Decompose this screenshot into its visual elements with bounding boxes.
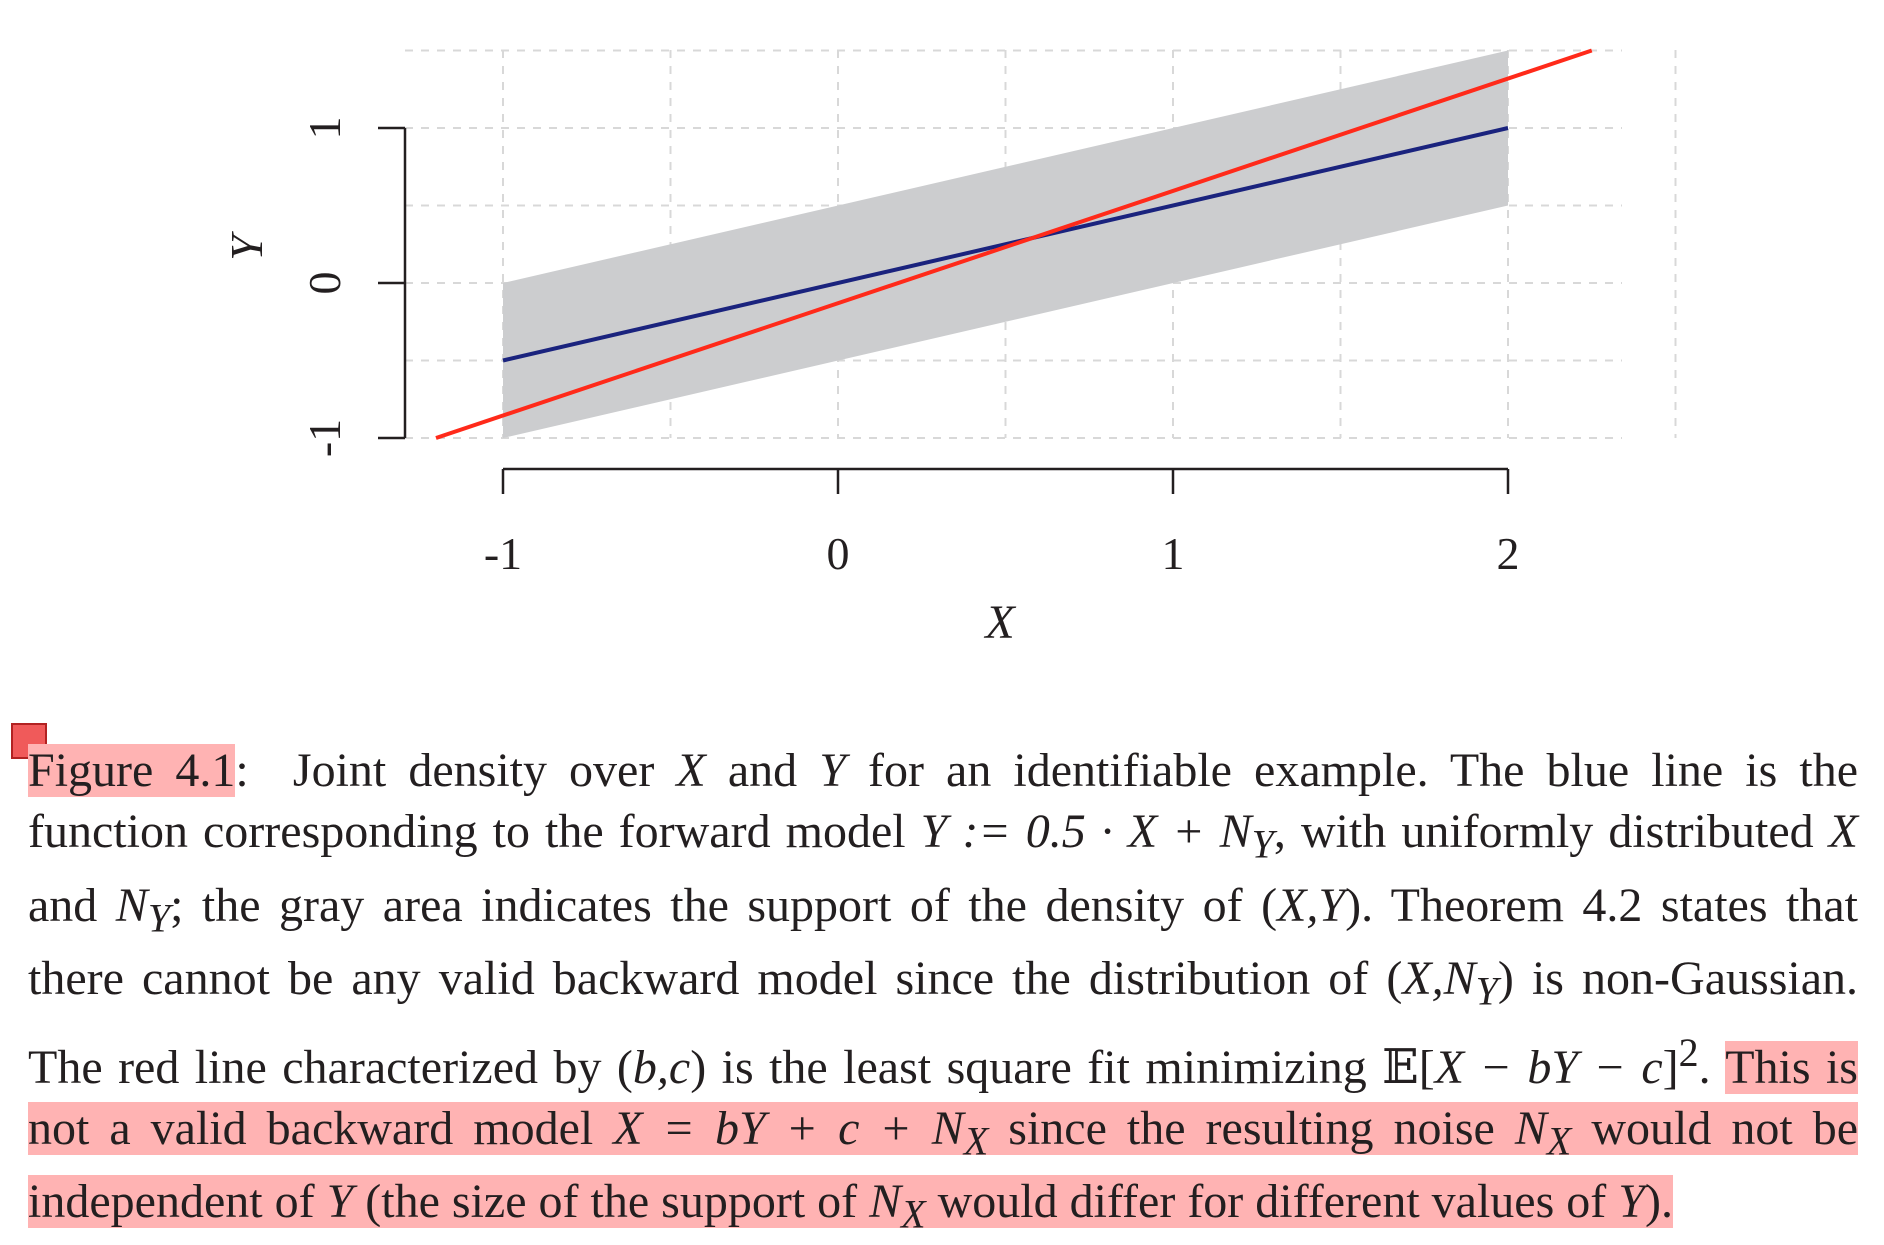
y-tick-label: -1: [299, 419, 350, 457]
x-axis-label: X: [983, 596, 1016, 649]
figure-caption: Figure 4.1: Joint density over X and Y f…: [28, 744, 1859, 1237]
joint-density-figure: -1 0 1 2 -1 0 1 X Y: [221, 48, 1677, 649]
figure-label: Figure 4.1: [28, 744, 236, 797]
y-tick-label: 0: [299, 272, 350, 295]
red-least-squares-line: [435, 48, 1593, 440]
x-tick-label: 0: [827, 528, 850, 579]
y-axis-label: Y: [221, 231, 272, 261]
x-tick-label: -1: [484, 528, 522, 579]
forward-model-equation: Y := 0.5 · X + N: [920, 805, 1252, 858]
blue-forward-line: [502, 126, 1509, 363]
y-tick-label: 1: [299, 117, 350, 140]
axes: -1 0 1 2 -1 0 1: [299, 117, 1520, 580]
x-tick-label: 2: [1497, 528, 1520, 579]
x-tick-label: 1: [1162, 528, 1185, 579]
